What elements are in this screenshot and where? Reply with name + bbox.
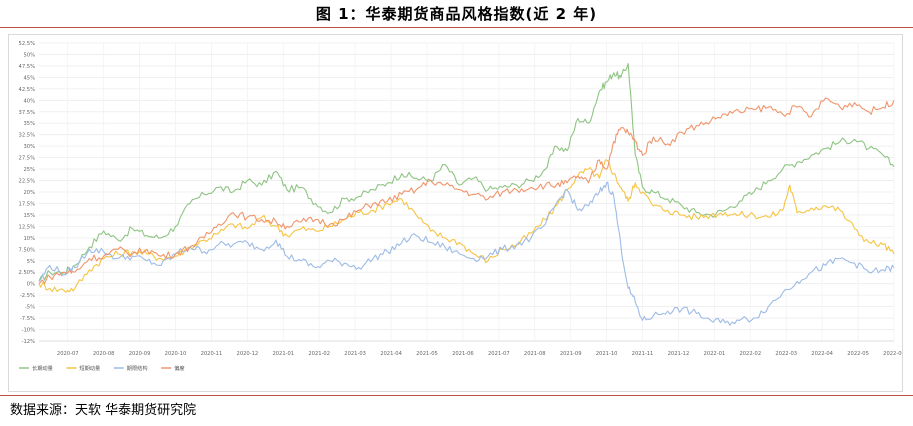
y-tick-label: 37.5%	[19, 110, 36, 116]
x-tick-label: 2022-04	[811, 351, 833, 357]
y-tick-label: 15%	[23, 213, 35, 219]
y-tick-label: 45%	[23, 75, 35, 81]
x-tick-label: 2020-11	[201, 351, 223, 357]
x-tick-label: 2020-08	[93, 351, 115, 357]
legend-label: 长期动量	[32, 364, 53, 372]
y-tick-label: 0%	[27, 282, 35, 288]
y-tick-label: 12.5%	[19, 224, 36, 230]
y-tick-label: -2.5%	[20, 293, 35, 299]
x-tick-label: 2020-07	[57, 351, 79, 357]
y-tick-label: 32.5%	[19, 133, 36, 139]
series-line-3	[38, 181, 895, 326]
y-tick-label: 52.5%	[19, 41, 36, 47]
y-tick-label: 30%	[23, 144, 35, 150]
y-tick-label: 27.5%	[19, 156, 36, 162]
x-tick-label: 2021-04	[380, 351, 402, 357]
y-tick-label: -5%	[25, 305, 35, 311]
x-tick-label: 2022-02	[739, 351, 761, 357]
x-tick-label: 2021-08	[524, 351, 546, 357]
x-tick-label: 2020-12	[237, 351, 259, 357]
legend-label: 短期动量	[79, 364, 100, 372]
y-tick-label: 5%	[27, 259, 35, 265]
x-tick-label: 2022-05	[847, 351, 869, 357]
chart-container: 52.5% 50% 47.5% 45% 42.5% 40% 37.5% 35% 32.5% 30%…	[8, 34, 905, 392]
y-tick-label: 47.5%	[19, 64, 36, 70]
y-tick-label: -7.5%	[20, 316, 35, 322]
axis-layer: 52.5% 50% 47.5% 45% 42.5% 40% 37.5% 35% 32.5% 30%…	[19, 41, 905, 357]
series-line-4	[38, 97, 895, 285]
x-tick-label: 2022-06	[883, 351, 902, 357]
line-chart: 52.5% 50% 47.5% 45% 42.5% 40% 37.5% 35% 32.5% 30%…	[19, 41, 905, 372]
x-tick-label: 2021-12	[668, 351, 690, 357]
x-tick-label: 2021-09	[560, 351, 582, 357]
y-tick-label: 20%	[23, 190, 35, 196]
y-tick-label: -10%	[22, 328, 35, 334]
y-tick-label: 35%	[23, 121, 35, 127]
x-tick-label: 2021-02	[308, 351, 330, 357]
y-tick-label: 22.5%	[19, 179, 36, 185]
footer-divider	[0, 395, 913, 396]
y-tick-label: 42.5%	[19, 87, 36, 93]
y-tick-label: 50%	[23, 52, 35, 58]
x-tick-label: 2022-03	[775, 351, 797, 357]
y-tick-label: 2.50%	[19, 270, 36, 276]
x-tick-label: 2021-03	[344, 351, 366, 357]
x-tick-label: 2020-10	[165, 351, 187, 357]
y-tick-label: 7.50%	[19, 247, 36, 253]
source-note: 数据来源：天软 华泰期货研究院	[10, 403, 197, 418]
x-tick-label: 2021-05	[416, 351, 438, 357]
legend-label: 期限结构	[127, 364, 148, 372]
x-tick-label: 2020-09	[129, 351, 151, 357]
y-tick-label: -12%	[22, 339, 35, 345]
x-tick-label: 2021-10	[596, 351, 618, 357]
legend-label: 偏度	[174, 364, 184, 372]
y-tick-label: 25%	[23, 167, 35, 173]
y-tick-label: 10%	[23, 236, 35, 242]
page-title: 图 1：华泰期货商品风格指数(近 2 年)	[315, 5, 598, 23]
title-bar: 图 1：华泰期货商品风格指数(近 2 年)	[0, 0, 913, 28]
series-layer	[38, 63, 895, 326]
x-tick-label: 2021-07	[488, 351, 510, 357]
x-tick-label: 2021-01	[272, 351, 294, 357]
x-tick-label: 2022-01	[704, 351, 726, 357]
x-tick-label: 2021-06	[452, 351, 474, 357]
y-tick-label: 40%	[23, 98, 35, 104]
x-tick-label: 2021-11	[632, 351, 654, 357]
y-tick-label: 17.5%	[19, 201, 36, 207]
legend: 长期动量 短期动量 期限结构 偏度	[19, 364, 185, 372]
series-line-1	[38, 63, 895, 282]
